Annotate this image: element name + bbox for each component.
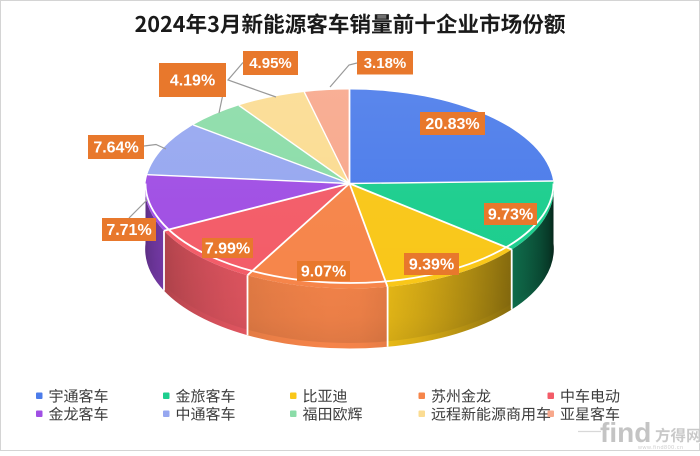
- svg-text:7.99%: 7.99%: [205, 241, 250, 258]
- svg-text:20.83%: 20.83%: [425, 116, 479, 133]
- svg-text:9.07%: 9.07%: [301, 264, 346, 281]
- svg-text:7.64%: 7.64%: [93, 140, 138, 157]
- svg-text:7.71%: 7.71%: [106, 222, 151, 239]
- svg-text:find: find: [601, 418, 652, 449]
- svg-text:find: find: [600, 417, 651, 448]
- svg-text:4.19%: 4.19%: [170, 73, 215, 90]
- svg-text:9.73%: 9.73%: [488, 207, 533, 224]
- svg-text:www.find800.cn: www.find800.cn: [637, 445, 684, 451]
- svg-text:3.18%: 3.18%: [364, 55, 407, 72]
- svg-text:9.39%: 9.39%: [409, 257, 454, 274]
- svg-text:4.95%: 4.95%: [249, 55, 292, 72]
